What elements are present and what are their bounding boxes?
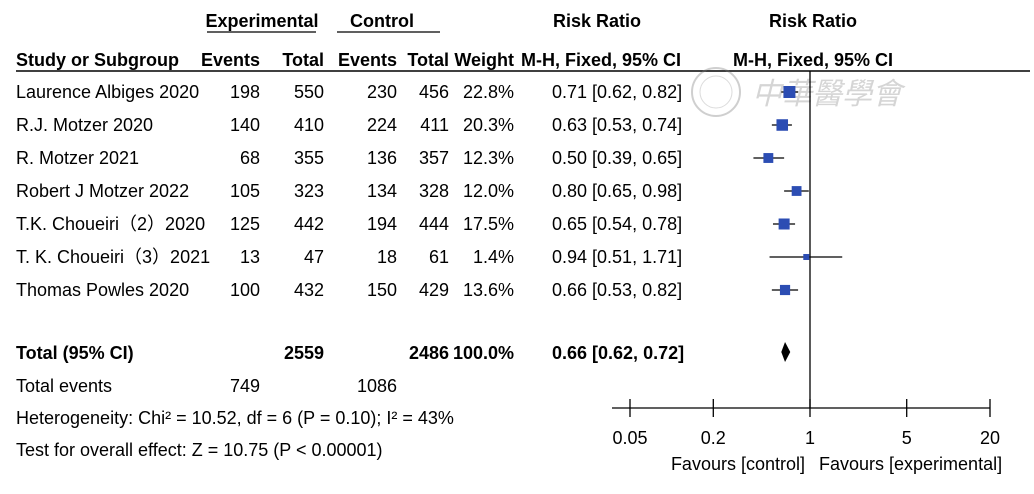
exp-total: 432 (294, 280, 324, 300)
experimental-group-header: Experimental (205, 11, 318, 31)
events-row-label: Total events (16, 376, 112, 396)
study-marker (803, 254, 810, 260)
exp-events: 125 (230, 214, 260, 234)
study-marker (779, 284, 791, 296)
study-name: Thomas Powles 2020 (16, 280, 189, 300)
ctl-total: 61 (429, 247, 449, 267)
ctl-events: 150 (367, 280, 397, 300)
x-tick-label: 1 (805, 428, 815, 448)
study-marker (791, 186, 802, 196)
ctl-total: 444 (419, 214, 449, 234)
total-ctl-total: 2486 (409, 343, 449, 363)
ctl-events: 194 (367, 214, 397, 234)
exp-events: 198 (230, 82, 260, 102)
table-row: Thomas Powles 2020 100 432 150 429 13.6% 0.66 … (16, 280, 682, 300)
exp-events: 105 (230, 181, 260, 201)
ctl-events: 230 (367, 82, 397, 102)
exp-total: 47 (304, 247, 324, 267)
total-weight: 100.0% (453, 343, 514, 363)
table-row: R.J. Motzer 2020 140 410 224 411 20.3% 0.63 [0… (16, 115, 682, 135)
ci-text: 0.65 [0.54, 0.78] (552, 214, 682, 234)
weight: 20.3% (463, 115, 514, 135)
ctl-total: 456 (419, 82, 449, 102)
x-tick-label: 0.05 (612, 428, 647, 448)
exp-total-header: Total (282, 50, 324, 70)
watermark-seal (691, 67, 741, 117)
table-row: Laurence Albiges 2020 198 550 230 456 22.8% 0.… (16, 82, 682, 102)
effect-column-header: Risk Ratio (553, 11, 641, 31)
watermark-text: 中華醫學會 (752, 77, 906, 112)
pooled-diamond (781, 342, 791, 362)
ci-text: 0.66 [0.53, 0.82] (552, 280, 682, 300)
favours-experimental-label: Favours [experimental] (819, 454, 1002, 474)
ctl-total: 357 (419, 148, 449, 168)
weight: 22.8% (463, 82, 514, 102)
watermark: 中華醫學會 (691, 67, 906, 117)
study-name: T.K. Choueiri（2）2020 (16, 214, 205, 234)
study-marker (763, 153, 774, 163)
events-ctl: 1086 (357, 376, 397, 396)
weight-header: Weight (454, 50, 514, 70)
x-tick-label: 20 (980, 428, 1000, 448)
table-row: R. Motzer 2021 68 355 136 357 12.3% 0.50 [0.39… (16, 148, 682, 168)
exp-events: 13 (240, 247, 260, 267)
ctl-total: 411 (420, 115, 449, 135)
weight: 12.0% (463, 181, 514, 201)
control-group-header: Control (350, 11, 414, 31)
ci-text: 0.80 [0.65, 0.98] (552, 181, 682, 201)
x-tick-label: 0.2 (701, 428, 726, 448)
study-name: R. Motzer 2021 (16, 148, 139, 168)
ctl-total: 328 (419, 181, 449, 201)
plot-area: 0.05 0.2 1 5 20 (612, 71, 1000, 448)
exp-events: 140 (230, 115, 260, 135)
study-column-header: Study or Subgroup (16, 50, 179, 70)
plot-subheader: M-H, Fixed, 95% CI (733, 50, 893, 70)
study-name: T. K. Choueiri（3）2021 (16, 247, 210, 267)
plot-column-header: Risk Ratio (769, 11, 857, 31)
ci-text: 0.50 [0.39, 0.65] (552, 148, 682, 168)
study-marker (776, 119, 789, 131)
exp-events: 68 (240, 148, 260, 168)
exp-events: 100 (230, 280, 260, 300)
ctl-events: 134 (367, 181, 397, 201)
weight: 12.3% (463, 148, 514, 168)
ctl-total: 429 (419, 280, 449, 300)
ctl-events: 136 (367, 148, 397, 168)
effect-subheader: M-H, Fixed, 95% CI (521, 50, 681, 70)
x-tick-label: 5 (902, 428, 912, 448)
study-name: R.J. Motzer 2020 (16, 115, 153, 135)
exp-total: 355 (294, 148, 324, 168)
weight: 13.6% (463, 280, 514, 300)
ctl-events: 18 (377, 247, 397, 267)
total-row-label: Total (95% CI) (16, 343, 134, 363)
weight: 17.5% (463, 214, 514, 234)
ctl-events-header: Events (338, 50, 397, 70)
exp-total: 323 (294, 181, 324, 201)
exp-total: 442 (294, 214, 324, 234)
study-marker (783, 86, 796, 98)
ctl-events: 224 (367, 115, 397, 135)
heterogeneity-text: Heterogeneity: Chi² = 10.52, df = 6 (P =… (16, 408, 454, 428)
ci-text: 0.71 [0.62, 0.82] (552, 82, 682, 102)
ci-text: 0.63 [0.53, 0.74] (552, 115, 682, 135)
ctl-total-header: Total (407, 50, 449, 70)
study-rows: Laurence Albiges 2020 198 550 230 456 22.8% 0.… (16, 82, 682, 300)
weight: 1.4% (473, 247, 514, 267)
overall-effect-text: Test for overall effect: Z = 10.75 (P < … (16, 440, 383, 460)
events-exp: 749 (230, 376, 260, 396)
total-ci-text: 0.66 [0.62, 0.72] (552, 343, 684, 363)
exp-total: 550 (294, 82, 324, 102)
favours-control-label: Favours [control] (671, 454, 805, 474)
exp-total: 410 (294, 115, 324, 135)
table-row: Robert J Motzer 2022 105 323 134 328 12.0% 0.8… (16, 181, 682, 201)
exp-events-header: Events (201, 50, 260, 70)
study-marker (778, 218, 790, 230)
study-name: Robert J Motzer 2022 (16, 181, 189, 201)
table-row: T. K. Choueiri（3）2021 13 47 18 61 1.4% 0.94 [0… (16, 247, 682, 267)
study-name: Laurence Albiges 2020 (16, 82, 199, 102)
table-row: T.K. Choueiri（2）2020 125 442 194 444 17.5% 0.6… (16, 214, 682, 234)
total-exp-total: 2559 (284, 343, 324, 363)
ci-text: 0.94 [0.51, 1.71] (552, 247, 682, 267)
